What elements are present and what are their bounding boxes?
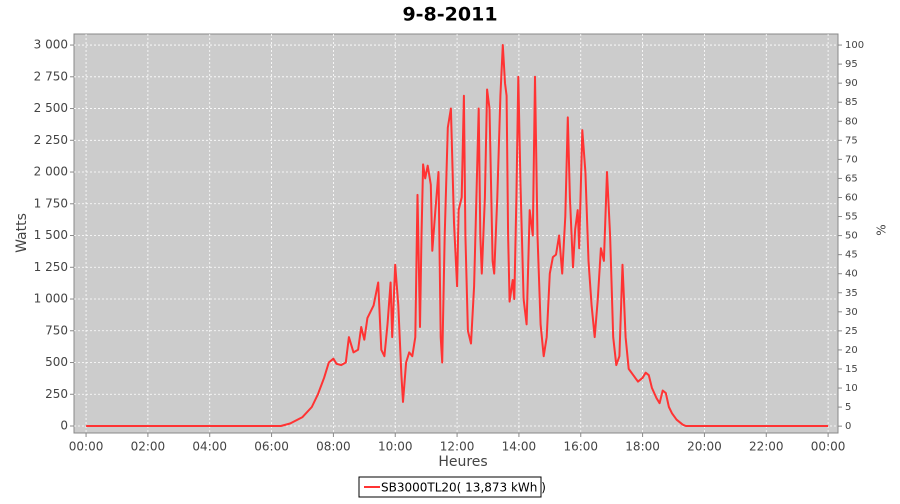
x-tick-label: 04:00	[192, 440, 227, 454]
y-tick-label: 500	[45, 355, 68, 369]
y2-tick-label: 80	[845, 116, 858, 127]
legend: SB3000TL20( 13,873 kWh )	[358, 476, 546, 498]
x-tick-label: 22:00	[749, 440, 784, 454]
y-tick-label: 1 500	[34, 228, 68, 242]
y2-tick-label: 40	[845, 269, 858, 280]
y2-tick-label: 85	[845, 97, 858, 108]
x-tick-label: 18:00	[625, 440, 660, 454]
y2-tick-label: 65	[845, 173, 858, 184]
legend-box	[358, 476, 542, 498]
y-tick-label: 0	[60, 419, 68, 433]
y2-tick-label: 50	[845, 231, 858, 242]
y-tick-label: 250	[45, 387, 68, 401]
x-tick-label: 00:00	[811, 440, 846, 454]
y2-tick-label: 5	[845, 402, 851, 413]
y-tick-label: 750	[45, 323, 68, 337]
y-tick-label: 1 000	[34, 292, 68, 306]
y2-tick-label: 100	[845, 40, 864, 51]
y2-tick-label: 45	[845, 250, 858, 261]
y2-axis-label: %	[875, 224, 889, 235]
y2-tick-label: 20	[845, 345, 858, 356]
x-axis-label: Heures	[438, 454, 487, 470]
y-tick-label: 2 250	[34, 133, 68, 147]
y2-tick-label: 55	[845, 212, 858, 223]
y2-tick-label: 15	[845, 364, 858, 375]
y2-tick-label: 35	[845, 288, 858, 299]
y-tick-label: 3 000	[34, 38, 68, 52]
x-tick-label: 00:00	[69, 440, 104, 454]
x-tick-label: 16:00	[563, 440, 598, 454]
x-tick-label: 08:00	[316, 440, 351, 454]
y2-tick-label: 95	[845, 59, 858, 70]
x-tick-label: 06:00	[254, 440, 289, 454]
chart-title: 9-8-2011	[402, 4, 497, 26]
y-tick-label: 1 750	[34, 196, 68, 210]
y-tick-label: 2 500	[34, 101, 68, 115]
y2-tick-label: 30	[845, 307, 858, 318]
y2-tick-label: 0	[845, 421, 851, 432]
y-tick-label: 2 000	[34, 165, 68, 179]
x-tick-label: 20:00	[687, 440, 722, 454]
legend-label: SB3000TL20( 13,873 kWh )	[381, 481, 546, 495]
y2-tick-label: 90	[845, 78, 858, 89]
plot-area	[73, 33, 839, 434]
x-tick-label: 10:00	[378, 440, 413, 454]
y-tick-label: 2 750	[34, 69, 68, 83]
y2-tick-label: 70	[845, 154, 858, 165]
y-tick-label: 1 250	[34, 260, 68, 274]
y2-tick-label: 60	[845, 192, 858, 203]
y2-tick-label: 25	[845, 326, 858, 337]
series-line	[86, 44, 829, 427]
y-axis-label: Watts	[14, 213, 30, 253]
x-tick-label: 14:00	[502, 440, 537, 454]
y2-tick-label: 75	[845, 135, 858, 146]
x-tick-label: 02:00	[131, 440, 166, 454]
y2-tick-label: 10	[845, 383, 858, 394]
x-tick-label: 12:00	[440, 440, 475, 454]
